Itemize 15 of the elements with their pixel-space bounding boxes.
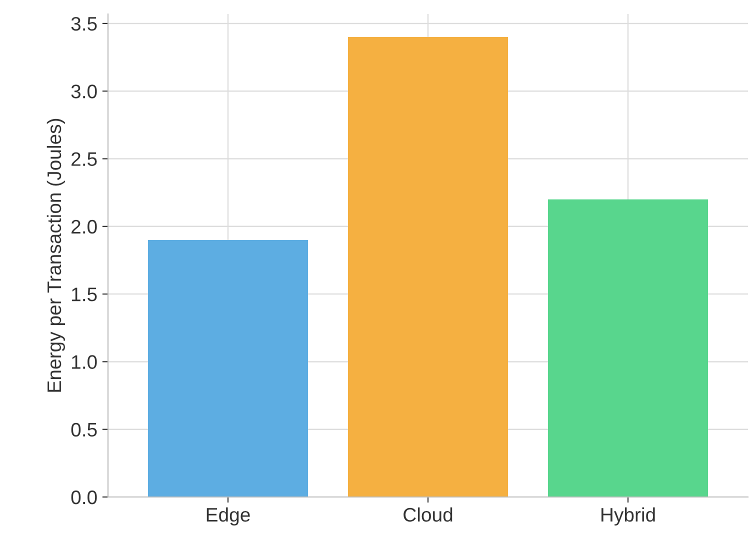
bar <box>148 240 308 497</box>
y-tick-label: 1.0 <box>72 355 97 369</box>
x-tick-label: Edge <box>206 507 250 526</box>
bar <box>348 37 508 497</box>
y-axis-title: Energy per Transaction (Joules) <box>46 118 65 392</box>
y-tick-label: 0.5 <box>71 422 97 437</box>
bar <box>548 199 708 497</box>
y-tick-label: 0.0 <box>71 490 97 504</box>
y-tick-label: 2.5 <box>72 152 97 166</box>
x-tick-label: Cloud <box>404 507 452 522</box>
y-tick-label: 3.0 <box>71 84 97 98</box>
y-tick-label: 3.5 <box>71 16 97 31</box>
y-tick-label: 2.0 <box>72 220 97 234</box>
x-tick-label: Hybrid <box>602 507 655 526</box>
y-tick-label: 1.5 <box>72 288 97 302</box>
